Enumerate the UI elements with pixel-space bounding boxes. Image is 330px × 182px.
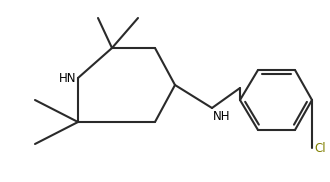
Text: HN: HN [58, 72, 76, 84]
Text: Cl: Cl [314, 141, 326, 155]
Text: NH: NH [213, 110, 230, 123]
